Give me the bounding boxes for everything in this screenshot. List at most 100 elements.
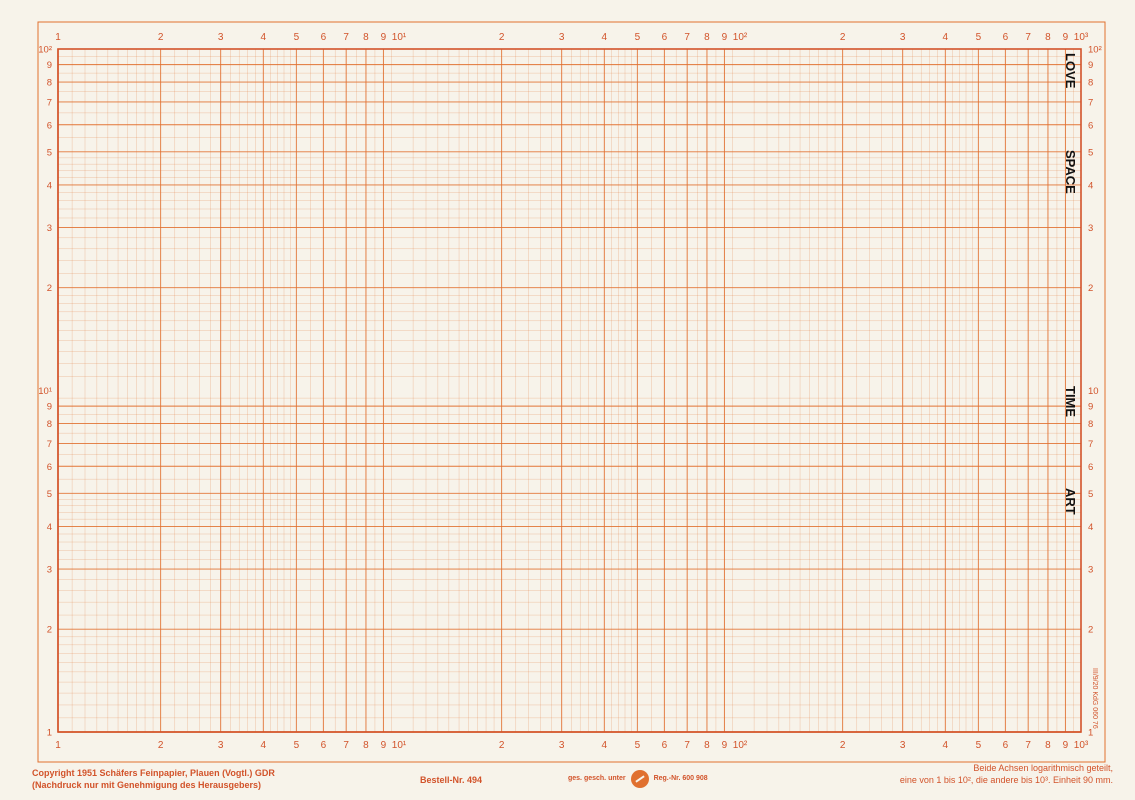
y-tick-label-right: 3 — [1088, 565, 1093, 576]
y-tick-label-right: 6 — [1088, 462, 1093, 473]
y-tick-label-right: 9 — [1088, 402, 1093, 413]
order-number: Bestell-Nr. 494 — [420, 775, 483, 785]
x-tick-label-top: 10² — [733, 32, 748, 43]
y-tick-label-left: 5 — [47, 147, 52, 158]
x-tick-label-bottom: 8 — [1045, 740, 1051, 751]
x-tick-label-top: 8 — [1045, 32, 1051, 43]
x-tick-label-top: 9 — [722, 32, 728, 43]
x-tick-label-bottom: 10² — [733, 740, 748, 751]
y-tick-label-left: 9 — [47, 402, 52, 413]
x-tick-label-bottom: 3 — [559, 740, 565, 751]
print-code: III/9/20 KdG 060 76 — [1091, 668, 1098, 729]
x-tick-label-top: 10¹ — [392, 32, 407, 43]
x-tick-label-bottom: 6 — [321, 740, 327, 751]
stamp-love: LOVE — [1063, 53, 1078, 89]
x-tick-label-bottom: 5 — [976, 740, 982, 751]
y-tick-label-right: 3 — [1088, 223, 1093, 234]
x-tick-label-bottom: 3 — [900, 740, 906, 751]
copyright-line-1: Copyright 1951 Schäfers Feinpapier, Plau… — [32, 768, 275, 778]
x-tick-label-bottom: 4 — [261, 740, 267, 751]
y-tick-label-left: 5 — [47, 489, 52, 500]
y-tick-label-right: 10 — [1088, 386, 1099, 397]
protected-label: ges. gesch. unter — [568, 775, 626, 782]
x-tick-label-bottom: 5 — [294, 740, 300, 751]
x-tick-label-top: 10³ — [1074, 32, 1089, 43]
y-tick-label-left: 4 — [47, 522, 52, 533]
x-tick-label-bottom: 7 — [684, 740, 690, 751]
y-tick-label-left: 6 — [47, 120, 52, 131]
grid-frame — [57, 48, 1082, 733]
x-tick-label-top: 7 — [343, 32, 349, 43]
x-tick-label-top: 7 — [684, 32, 690, 43]
y-tick-label-left: 2 — [47, 625, 52, 636]
x-tick-label-top: 3 — [218, 32, 224, 43]
copyright-line-2: (Nachdruck nur mit Genehmigung des Herau… — [32, 780, 262, 790]
axis-labels: 1 2 3 4 5 6 7 8 9 10¹ 2 3 4 5 6 7 8 9 10² 2 3 4 5 6 7 8 9 10³ 1 2 3 4 5 6… — [38, 32, 1101, 751]
stamp-space: SPACE — [1063, 150, 1078, 194]
x-tick-label-top: 9 — [1063, 32, 1069, 43]
x-tick-label-bottom: 8 — [704, 740, 710, 751]
y-tick-label-left: 3 — [47, 223, 52, 234]
x-tick-label-top: 4 — [943, 32, 949, 43]
y-tick-label-right: 4 — [1088, 180, 1093, 191]
description-line-2: eine von 1 bis 10², die andere bis 10³. … — [899, 775, 1113, 785]
registration-number: Reg.-Nr. 600 908 — [653, 775, 708, 782]
x-tick-label-bottom: 9 — [381, 740, 387, 751]
y-tick-label-right: 6 — [1088, 120, 1093, 131]
x-tick-label-bottom: 5 — [635, 740, 641, 751]
paper-description: Beide Achsen logarithmisch geteilt, eine… — [900, 762, 1113, 786]
y-tick-label-right: 5 — [1088, 489, 1093, 500]
x-tick-label-top: 2 — [158, 32, 164, 43]
x-tick-label-bottom: 3 — [218, 740, 224, 751]
y-tick-label-left: 7 — [47, 439, 52, 450]
x-tick-label-bottom: 10¹ — [392, 740, 407, 751]
x-tick-label-bottom: 2 — [499, 740, 505, 751]
x-tick-label-top: 9 — [381, 32, 387, 43]
x-tick-label-bottom: 10³ — [1074, 740, 1089, 751]
y-tick-label-right: 7 — [1088, 97, 1093, 108]
registration: ges. gesch. unter Reg.-Nr. 600 908 — [568, 770, 708, 788]
x-tick-label-top: 5 — [635, 32, 641, 43]
outer-frame — [37, 21, 1106, 763]
x-tick-label-bottom: 6 — [1003, 740, 1009, 751]
x-tick-label-bottom: 2 — [840, 740, 846, 751]
x-tick-label-bottom: 6 — [662, 740, 668, 751]
y-tick-label-right: 2 — [1088, 283, 1093, 294]
y-tick-label-left: 4 — [47, 180, 52, 191]
stamp-art: ART — [1063, 488, 1078, 515]
y-tick-label-left: 2 — [47, 283, 52, 294]
x-tick-label-top: 7 — [1025, 32, 1031, 43]
x-tick-label-bottom: 7 — [343, 740, 349, 751]
y-tick-label-right: 7 — [1088, 439, 1093, 450]
x-tick-label-top: 1 — [55, 32, 61, 43]
y-tick-label-left: 8 — [47, 419, 52, 430]
y-tick-label-right: 5 — [1088, 147, 1093, 158]
y-tick-label-right: 10² — [1088, 45, 1102, 56]
y-tick-label-left: 3 — [47, 565, 52, 576]
x-tick-label-bottom: 9 — [1063, 740, 1069, 751]
y-tick-label-right: 2 — [1088, 625, 1093, 636]
x-tick-label-top: 2 — [840, 32, 846, 43]
x-tick-label-top: 8 — [704, 32, 710, 43]
copyright-notice: Copyright 1951 Schäfers Feinpapier, Plau… — [32, 767, 275, 791]
x-tick-label-bottom: 1 — [55, 740, 61, 751]
x-tick-label-top: 3 — [900, 32, 906, 43]
x-tick-label-top: 6 — [1003, 32, 1009, 43]
x-tick-label-top: 3 — [559, 32, 565, 43]
y-tick-label-left: 1 — [47, 728, 52, 739]
y-tick-label-right: 4 — [1088, 522, 1093, 533]
x-tick-label-bottom: 7 — [1025, 740, 1031, 751]
x-tick-label-bottom: 8 — [363, 740, 369, 751]
x-tick-label-top: 6 — [662, 32, 668, 43]
publisher-logo-icon — [630, 770, 649, 788]
x-tick-label-bottom: 9 — [722, 740, 728, 751]
y-tick-label-right: 9 — [1088, 60, 1093, 71]
x-tick-label-top: 5 — [976, 32, 982, 43]
y-tick-label-right: 8 — [1088, 419, 1093, 430]
y-tick-label-right: 8 — [1088, 78, 1093, 89]
x-tick-label-top: 5 — [294, 32, 300, 43]
description-line-1: Beide Achsen logarithmisch geteilt, — [973, 763, 1113, 773]
y-tick-label-left: 10² — [38, 45, 52, 56]
